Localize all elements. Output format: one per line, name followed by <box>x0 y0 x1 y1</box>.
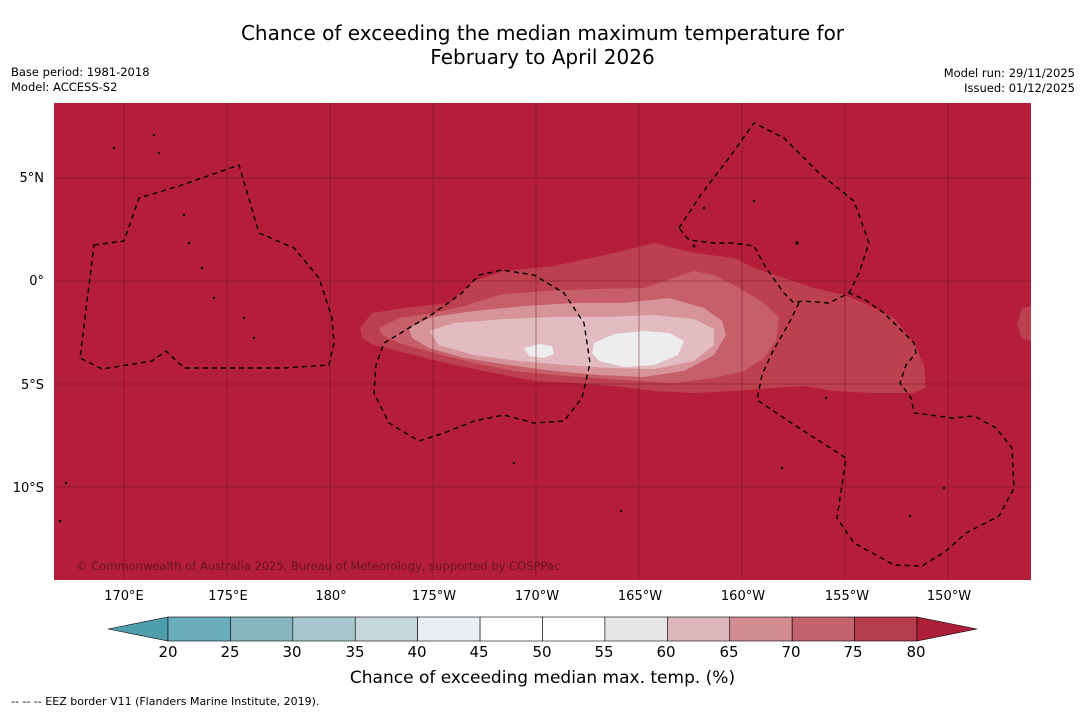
lon-label-180: 180° <box>315 589 347 604</box>
colorbar-cell <box>667 616 731 642</box>
model-run: Model run: 29/11/2025 <box>943 66 1075 80</box>
colorbar-cell <box>479 616 543 642</box>
eez-tuvalu <box>79 164 335 370</box>
colorbar-cell <box>791 616 855 642</box>
lon-label-170w: 170°W <box>514 589 560 604</box>
lat-label-5n: 5°N <box>19 171 45 186</box>
lon-label-160w: 160°W <box>720 589 766 604</box>
colorbar-tick-40: 40 <box>407 643 427 661</box>
colorbar-cell <box>230 616 294 642</box>
colorbar-tick-30: 30 <box>282 643 302 661</box>
colorbar-cell <box>354 616 418 642</box>
eez-borders <box>79 122 1015 567</box>
lat-label-5s: 5°S <box>20 378 44 393</box>
colorbar-under-arrow <box>107 616 169 642</box>
title-line-2: February to April 2026 <box>430 45 655 69</box>
colorbar-tick-20: 20 <box>158 643 178 661</box>
lon-label-170e: 170°E <box>104 589 144 604</box>
colorbar-cell <box>604 616 668 642</box>
colorbar-tick-45: 45 <box>469 643 489 661</box>
colorbar-label: Chance of exceeding median max. temp. (%… <box>349 668 736 688</box>
copyright-text: © Commonwealth of Australia 2025, Bureau… <box>76 559 560 573</box>
lon-label-150w: 150°W <box>926 589 972 604</box>
colorbar-tick-65: 65 <box>719 643 739 661</box>
lon-label-165w: 165°W <box>617 589 663 604</box>
colorbar-cell <box>292 616 356 642</box>
map-title: Chance of exceeding the median maximum t… <box>0 21 1085 69</box>
colorbar-tick-70: 70 <box>781 643 801 661</box>
lat-label-10s: 10°S <box>12 481 44 496</box>
colorbar-cell <box>729 616 793 642</box>
base-period: Base period: 1981-2018 <box>11 65 150 79</box>
contour-55-main <box>592 331 684 367</box>
eez-legend-note: -- -- -- EEZ border V11 (Flanders Marine… <box>11 695 320 708</box>
colorbar-tick-80: 80 <box>906 643 926 661</box>
meta-left: Base period: 1981-2018 Model: ACCESS-S2 <box>11 65 150 95</box>
colorbar-cell <box>542 616 606 642</box>
contour-55-west <box>524 344 554 358</box>
model-name: Model: ACCESS-S2 <box>11 80 118 94</box>
contour-75-east <box>1017 306 1031 341</box>
eez-tokelau <box>373 269 591 442</box>
colorbar-tick-75: 75 <box>843 643 863 661</box>
colorbar <box>107 616 978 642</box>
lon-label-155w: 155°W <box>824 589 870 604</box>
colorbar-over-arrow <box>916 616 978 642</box>
colorbar-cell <box>854 616 918 642</box>
island-markers <box>58 133 946 523</box>
colorbar-tick-25: 25 <box>220 643 240 661</box>
colorbar-cell <box>417 616 481 642</box>
colorbar-tick-60: 60 <box>656 643 676 661</box>
issued-date: Issued: 01/12/2025 <box>964 81 1075 95</box>
forecast-map: © Commonwealth of Australia 2025, Bureau… <box>54 103 1031 580</box>
meta-right: Model run: 29/11/2025 Issued: 01/12/2025 <box>944 66 1075 96</box>
grid-lines <box>54 103 1031 580</box>
colorbar-tick-50: 50 <box>532 643 552 661</box>
lon-label-175w: 175°W <box>411 589 457 604</box>
colorbar-cell <box>167 616 231 642</box>
colorbar-cells <box>167 616 918 642</box>
lon-label-175e: 175°E <box>208 589 248 604</box>
colorbar-tick-35: 35 <box>345 643 365 661</box>
lat-label-0: 0° <box>29 274 44 289</box>
title-line-1: Chance of exceeding the median maximum t… <box>240 21 845 45</box>
colorbar-tick-55: 55 <box>594 643 614 661</box>
